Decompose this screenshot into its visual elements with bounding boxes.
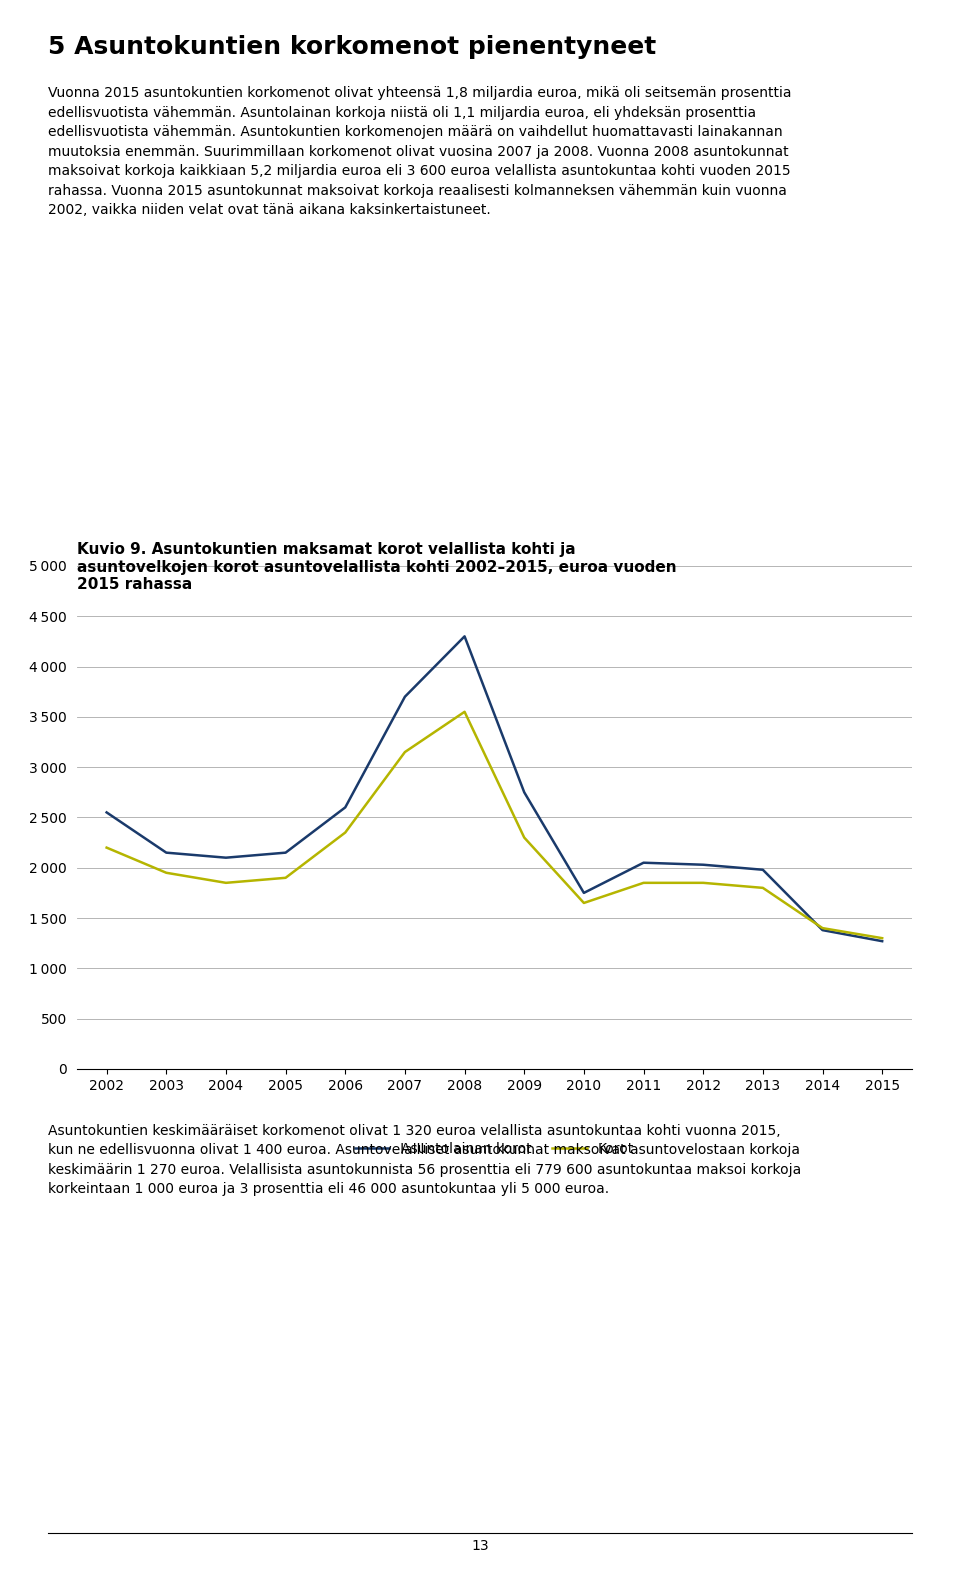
Asuntolainan korot [637,854,649,872]
Korot [399,742,411,761]
Asuntolainan korot [280,843,292,861]
Asuntolainan korot [757,860,769,879]
Line: Asuntolainan korot: Asuntolainan korot [107,637,882,942]
Asuntolainan korot [817,921,828,940]
Korot [876,929,888,948]
Asuntolainan korot [698,855,709,874]
Asuntolainan korot [220,849,231,868]
Korot [220,874,231,893]
Korot [160,863,172,882]
Asuntolainan korot [399,687,411,706]
Korot [698,874,709,893]
Korot [518,828,530,847]
Korot [578,893,589,912]
Asuntolainan korot [160,843,172,861]
Legend: Asuntolainan korot, Korot: Asuntolainan korot, Korot [349,1137,639,1162]
Asuntolainan korot [876,932,888,951]
Korot [280,868,292,887]
Korot [340,824,351,843]
Text: 13: 13 [471,1539,489,1553]
Text: Vuonna 2015 asuntokuntien korkomenot olivat yhteensä 1,8 miljardia euroa, mikä o: Vuonna 2015 asuntokuntien korkomenot oli… [48,86,791,217]
Asuntolainan korot [578,883,589,902]
Korot [101,838,112,857]
Asuntolainan korot [340,799,351,817]
Korot [459,703,470,722]
Text: 5 Asuntokuntien korkomenot pienentyneet: 5 Asuntokuntien korkomenot pienentyneet [48,35,657,58]
Asuntolainan korot [459,627,470,646]
Korot [757,879,769,898]
Text: Asuntokuntien keskimääräiset korkomenot olivat 1 320 euroa velallista asuntokunt: Asuntokuntien keskimääräiset korkomenot … [48,1124,802,1196]
Text: Kuvio 9. Asuntokuntien maksamat korot velallista kohti ja
asuntovelkojen korot a: Kuvio 9. Asuntokuntien maksamat korot ve… [77,542,677,593]
Korot [637,874,649,893]
Line: Korot: Korot [107,712,882,938]
Korot [817,918,828,937]
Asuntolainan korot [518,783,530,802]
Asuntolainan korot [101,803,112,822]
